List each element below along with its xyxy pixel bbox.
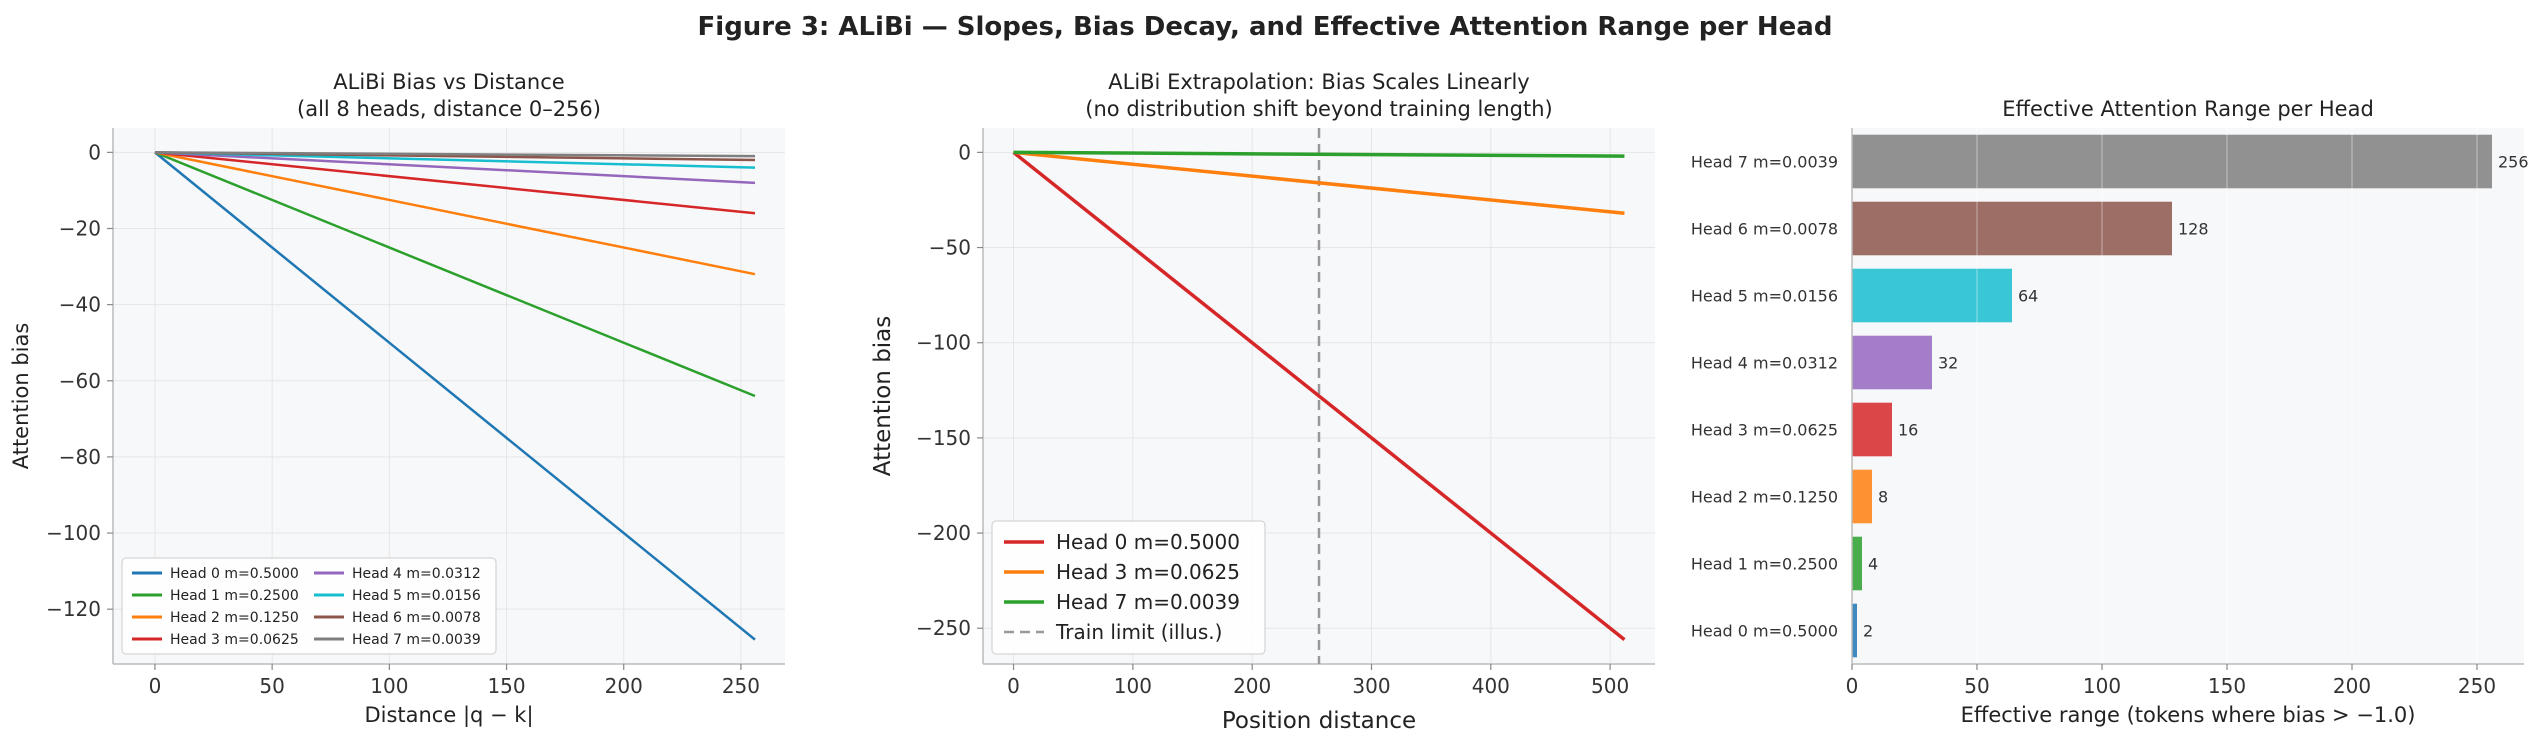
- panel-3-bar-2: [1852, 469, 1872, 524]
- panel-1-x-tick-label: 0: [149, 674, 162, 698]
- panel-3-bar-6: [1852, 201, 2172, 256]
- panel-1-y-tick-label: −100: [46, 521, 101, 545]
- panel-1-series-line-7: [154, 151, 756, 158]
- panel-2-y-tick-label: −250: [916, 616, 971, 640]
- panel-3-category-label: Head 2 m=0.1250: [1691, 488, 1838, 507]
- panel-3-bar-7: [1852, 134, 2492, 189]
- panel-2-subtitle: (no distribution shift beyond training l…: [1085, 97, 1552, 121]
- panel-2-x-axis-label: Position distance: [1222, 708, 1416, 734]
- panel-2-legend-label: Head 7 m=0.0039: [1056, 590, 1240, 614]
- panel-3-category-label: Head 0 m=0.5000: [1691, 622, 1838, 641]
- panel-1-x-tick-label: 200: [605, 674, 643, 698]
- panel-3-x-tick-label: 250: [2458, 674, 2496, 698]
- panel-1-series-line-5: [154, 151, 756, 169]
- panel-3-x-tick-label: 0: [1846, 674, 1859, 698]
- panel-2-x-tick-label: 500: [1591, 674, 1629, 698]
- panel-1-series-line-0: [154, 151, 756, 641]
- panel-1-x-tick-label: 250: [722, 674, 760, 698]
- panel-2-series-line-1: [1013, 150, 1625, 216]
- panel-2-series-line-2: [1013, 150, 1625, 158]
- panel-3-x-tick-label: 50: [1964, 674, 1989, 698]
- panel-3-bar-value-label: 64: [2018, 287, 2038, 306]
- panel-3-bar-value-label: 4: [1868, 555, 1878, 574]
- panel-1-x-tick-label: 100: [370, 674, 408, 698]
- panel-3-x-tick-label: 100: [2083, 674, 2121, 698]
- panel-2-x-tick-label: 200: [1233, 674, 1271, 698]
- panel-3-x-axis-label: Effective range (tokens where bias > −1.…: [1961, 703, 2416, 727]
- panel-2-legend-label: Head 0 m=0.5000: [1056, 530, 1240, 554]
- panel-1-legend-label: Head 5 m=0.0156: [352, 588, 481, 604]
- panel-1-y-tick-label: −120: [46, 597, 101, 621]
- panel-1-y-tick-label: −60: [59, 369, 101, 393]
- panel-2-y-tick-label: −50: [929, 236, 971, 260]
- panel-3-bar-value-label: 32: [1938, 354, 1958, 373]
- panel-1-legend-label: Head 0 m=0.5000: [170, 566, 299, 582]
- panel-2-x-tick-label: 100: [1114, 674, 1152, 698]
- panel-1-y-tick-label: −80: [59, 445, 101, 469]
- panel-1-legend-label: Head 2 m=0.1250: [170, 610, 299, 626]
- panel-1-legend-label: Head 7 m=0.0039: [352, 632, 481, 648]
- panel-3-x-tick-label: 200: [2333, 674, 2371, 698]
- panel-2-legend-label: Train limit (illus.): [1055, 620, 1222, 644]
- panel-3-title: Effective Attention Range per Head: [2002, 97, 2374, 121]
- panel-1-y-tick-label: 0: [88, 140, 101, 164]
- panel-1-legend-label: Head 4 m=0.0312: [352, 566, 481, 582]
- panel-2-x-tick-label: 400: [1472, 674, 1510, 698]
- panel-1-title: ALiBi Bias vs Distance: [333, 70, 564, 94]
- panel-1-y-axis-label: Attention bias: [9, 323, 33, 470]
- panel-2-y-axis-label: Attention bias: [870, 316, 896, 477]
- panel-3-bar-4: [1852, 335, 1932, 390]
- panel-1-legend-label: Head 6 m=0.0078: [352, 610, 481, 626]
- panel-3-category-label: Head 3 m=0.0625: [1691, 421, 1838, 440]
- panel-2-series-line-0: [1012, 150, 1626, 642]
- panel-3-category-label: Head 4 m=0.0312: [1691, 354, 1838, 373]
- panel-1-legend: Head 0 m=0.5000 Head 1 m=0.2500 Head 2 m=0…: [121, 557, 497, 655]
- panel-3-bar-value-label: 128: [2178, 220, 2209, 239]
- figure-title: Figure 3: ALiBi — Slopes, Bias Decay, an…: [698, 12, 1833, 42]
- panel-3-bar-1: [1852, 536, 1862, 591]
- panel-1-y-tick-label: −20: [59, 217, 101, 241]
- panel-2-x-tick-label: 0: [1007, 674, 1020, 698]
- panel-1-series-line-4: [154, 151, 756, 185]
- panel-3-category-label: Head 1 m=0.2500: [1691, 555, 1838, 574]
- panel-3-bar-value-label: 16: [1898, 421, 1918, 440]
- panel-1-x-tick-label: 50: [259, 674, 284, 698]
- panel-2-x-tick-label: 300: [1352, 674, 1390, 698]
- panel-1-x-tick-label: 150: [487, 674, 525, 698]
- panel-3-bar-5: [1852, 268, 2012, 323]
- panel-3-category-label: Head 7 m=0.0039: [1691, 153, 1838, 172]
- panel-2-legend: Head 0 m=0.5000 Head 3 m=0.0625 Head 7 m=0…: [991, 520, 1266, 655]
- panel-1-legend-box: [121, 557, 497, 655]
- panel-2: 0 100 200 300 400 500 0 −50 −100 −150 −200 −250 Posi…: [870, 70, 1655, 734]
- panel-2-y-tick-label: −150: [916, 426, 971, 450]
- panel-3-category-label: Head 6 m=0.0078: [1691, 220, 1838, 239]
- panel-1-legend-label: Head 1 m=0.2500: [170, 588, 299, 604]
- panels: 0 50 100 150 200 2500−20−40−60−80−100−120Dist…: [9, 70, 2529, 734]
- panel-1-legend-label: Head 3 m=0.0625: [170, 632, 299, 648]
- panel-3-bar-0: [1852, 603, 1857, 658]
- panel-1-y-tick-label: −40: [59, 293, 101, 317]
- panel-1-x-axis-label: Distance |q − k|: [364, 703, 533, 728]
- panel-1-series-line-1: [154, 151, 756, 398]
- panel-1-subtitle: (all 8 heads, distance 0–256): [297, 97, 601, 121]
- panel-3-bar-3: [1852, 402, 1892, 457]
- panel-3-bar-value-label: 8: [1878, 488, 1888, 507]
- panel-2-legend-label: Head 3 m=0.0625: [1056, 560, 1240, 584]
- panel-2-title: ALiBi Extrapolation: Bias Scales Linearl…: [1108, 70, 1529, 94]
- panel-2-y-tick-label: −100: [916, 331, 971, 355]
- panel-3-bar-value-label: 256: [2498, 153, 2529, 172]
- panel-2-y-tick-label: −200: [916, 521, 971, 545]
- panel-3-bar-value-label: 2: [1863, 622, 1873, 641]
- panel-1: 0 50 100 150 200 250 0 −20 −40 −60 −80 −100 −120 Dist…: [9, 70, 785, 728]
- panel-3-category-label: Head 5 m=0.0156: [1691, 287, 1838, 306]
- panel-2-legend-box: [991, 520, 1266, 655]
- panel-2-y-tick-label: 0: [958, 140, 971, 164]
- panel-1-series-line-3: [154, 151, 756, 215]
- panel-3-x-tick-label: 150: [2208, 674, 2246, 698]
- panel-1-series-line-2: [154, 151, 756, 276]
- panel-3: 2 Head 0 m=0.5000 4 Head 1 m=0.2500 8 Head 2 …: [1691, 97, 2529, 727]
